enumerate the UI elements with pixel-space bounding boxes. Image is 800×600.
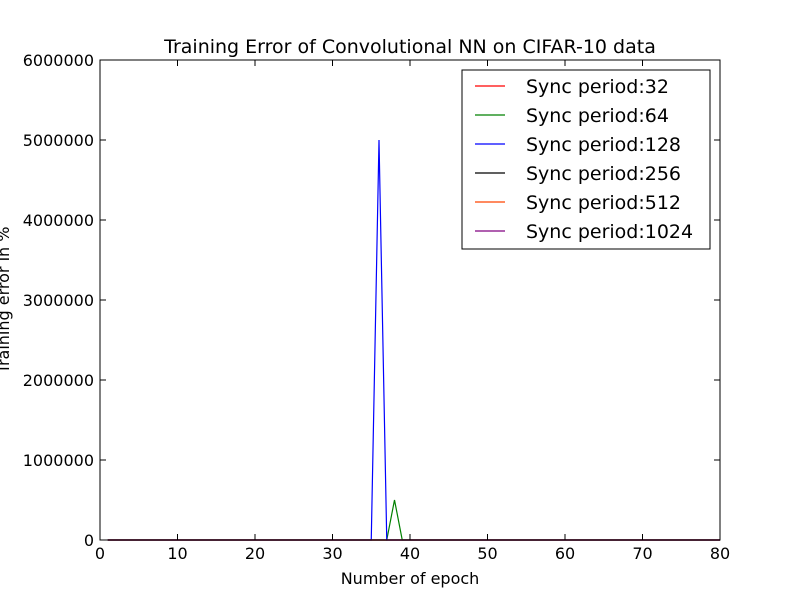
x-axis-label: Number of epoch xyxy=(341,569,480,588)
y-tick-label: 6000000 xyxy=(23,51,94,70)
y-tick-label: 1000000 xyxy=(23,451,94,470)
x-tick-label: 40 xyxy=(400,544,420,563)
y-axis-label: Training error in % xyxy=(0,227,13,375)
legend-label-5: Sync period:1024 xyxy=(526,221,693,243)
legend-label-2: Sync period:128 xyxy=(526,134,681,156)
legend-label-3: Sync period:256 xyxy=(526,163,681,185)
y-tick-label: 4000000 xyxy=(23,211,94,230)
legend-label-0: Sync period:32 xyxy=(526,76,669,98)
y-tick-label: 5000000 xyxy=(23,131,94,150)
legend-box xyxy=(461,69,711,250)
x-tick-label: 30 xyxy=(322,544,342,563)
x-tick-label: 60 xyxy=(555,544,575,563)
y-tick-label: 2000000 xyxy=(23,371,94,390)
x-tick-label: 10 xyxy=(167,544,187,563)
x-tick-label: 80 xyxy=(710,544,730,563)
chart-title: Training Error of Convolutional NN on CI… xyxy=(163,36,656,58)
legend: Sync period:32 Sync period:64 Sync period:… xyxy=(461,69,711,250)
x-tick-label: 20 xyxy=(245,544,265,563)
series-line-1 xyxy=(107,499,720,541)
x-tick-label: 0 xyxy=(95,544,105,563)
legend-label-4: Sync period:512 xyxy=(526,192,681,214)
x-tick-label: 70 xyxy=(632,544,652,563)
legend-label-1: Sync period:64 xyxy=(526,105,669,127)
y-tick-label: 0 xyxy=(84,531,94,550)
x-tick-label: 50 xyxy=(477,544,497,563)
y-tick-label: 3000000 xyxy=(23,291,94,310)
ticks-layer: 0 10 20 30 40 50 60 70 80 0 1000000 2000000 3000000 4… xyxy=(23,51,730,563)
